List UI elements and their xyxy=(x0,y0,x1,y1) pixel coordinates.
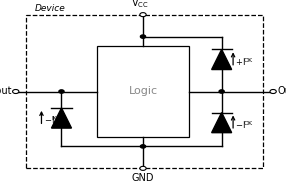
Bar xyxy=(97,46,189,137)
Circle shape xyxy=(219,90,224,93)
Text: Logic: Logic xyxy=(128,87,158,96)
Text: IK: IK xyxy=(52,116,58,122)
Circle shape xyxy=(140,166,146,170)
Text: OK: OK xyxy=(243,121,253,126)
Polygon shape xyxy=(212,113,232,133)
Text: $-$I: $-$I xyxy=(44,114,54,125)
Text: OK: OK xyxy=(243,58,253,63)
Text: GND: GND xyxy=(132,173,154,183)
Text: Input: Input xyxy=(0,87,11,96)
Circle shape xyxy=(140,145,146,148)
Circle shape xyxy=(13,89,19,94)
Polygon shape xyxy=(51,108,72,128)
Circle shape xyxy=(59,90,64,93)
Bar xyxy=(26,15,263,168)
Circle shape xyxy=(140,13,146,17)
Circle shape xyxy=(140,35,146,38)
Circle shape xyxy=(270,89,276,94)
Text: Device: Device xyxy=(34,4,65,13)
Text: Output: Output xyxy=(277,87,286,96)
Polygon shape xyxy=(212,49,232,70)
Text: $+$I: $+$I xyxy=(235,56,246,67)
Text: $-$I: $-$I xyxy=(235,119,246,130)
Text: V$_{\mathsf{CC}}$: V$_{\mathsf{CC}}$ xyxy=(131,0,149,10)
